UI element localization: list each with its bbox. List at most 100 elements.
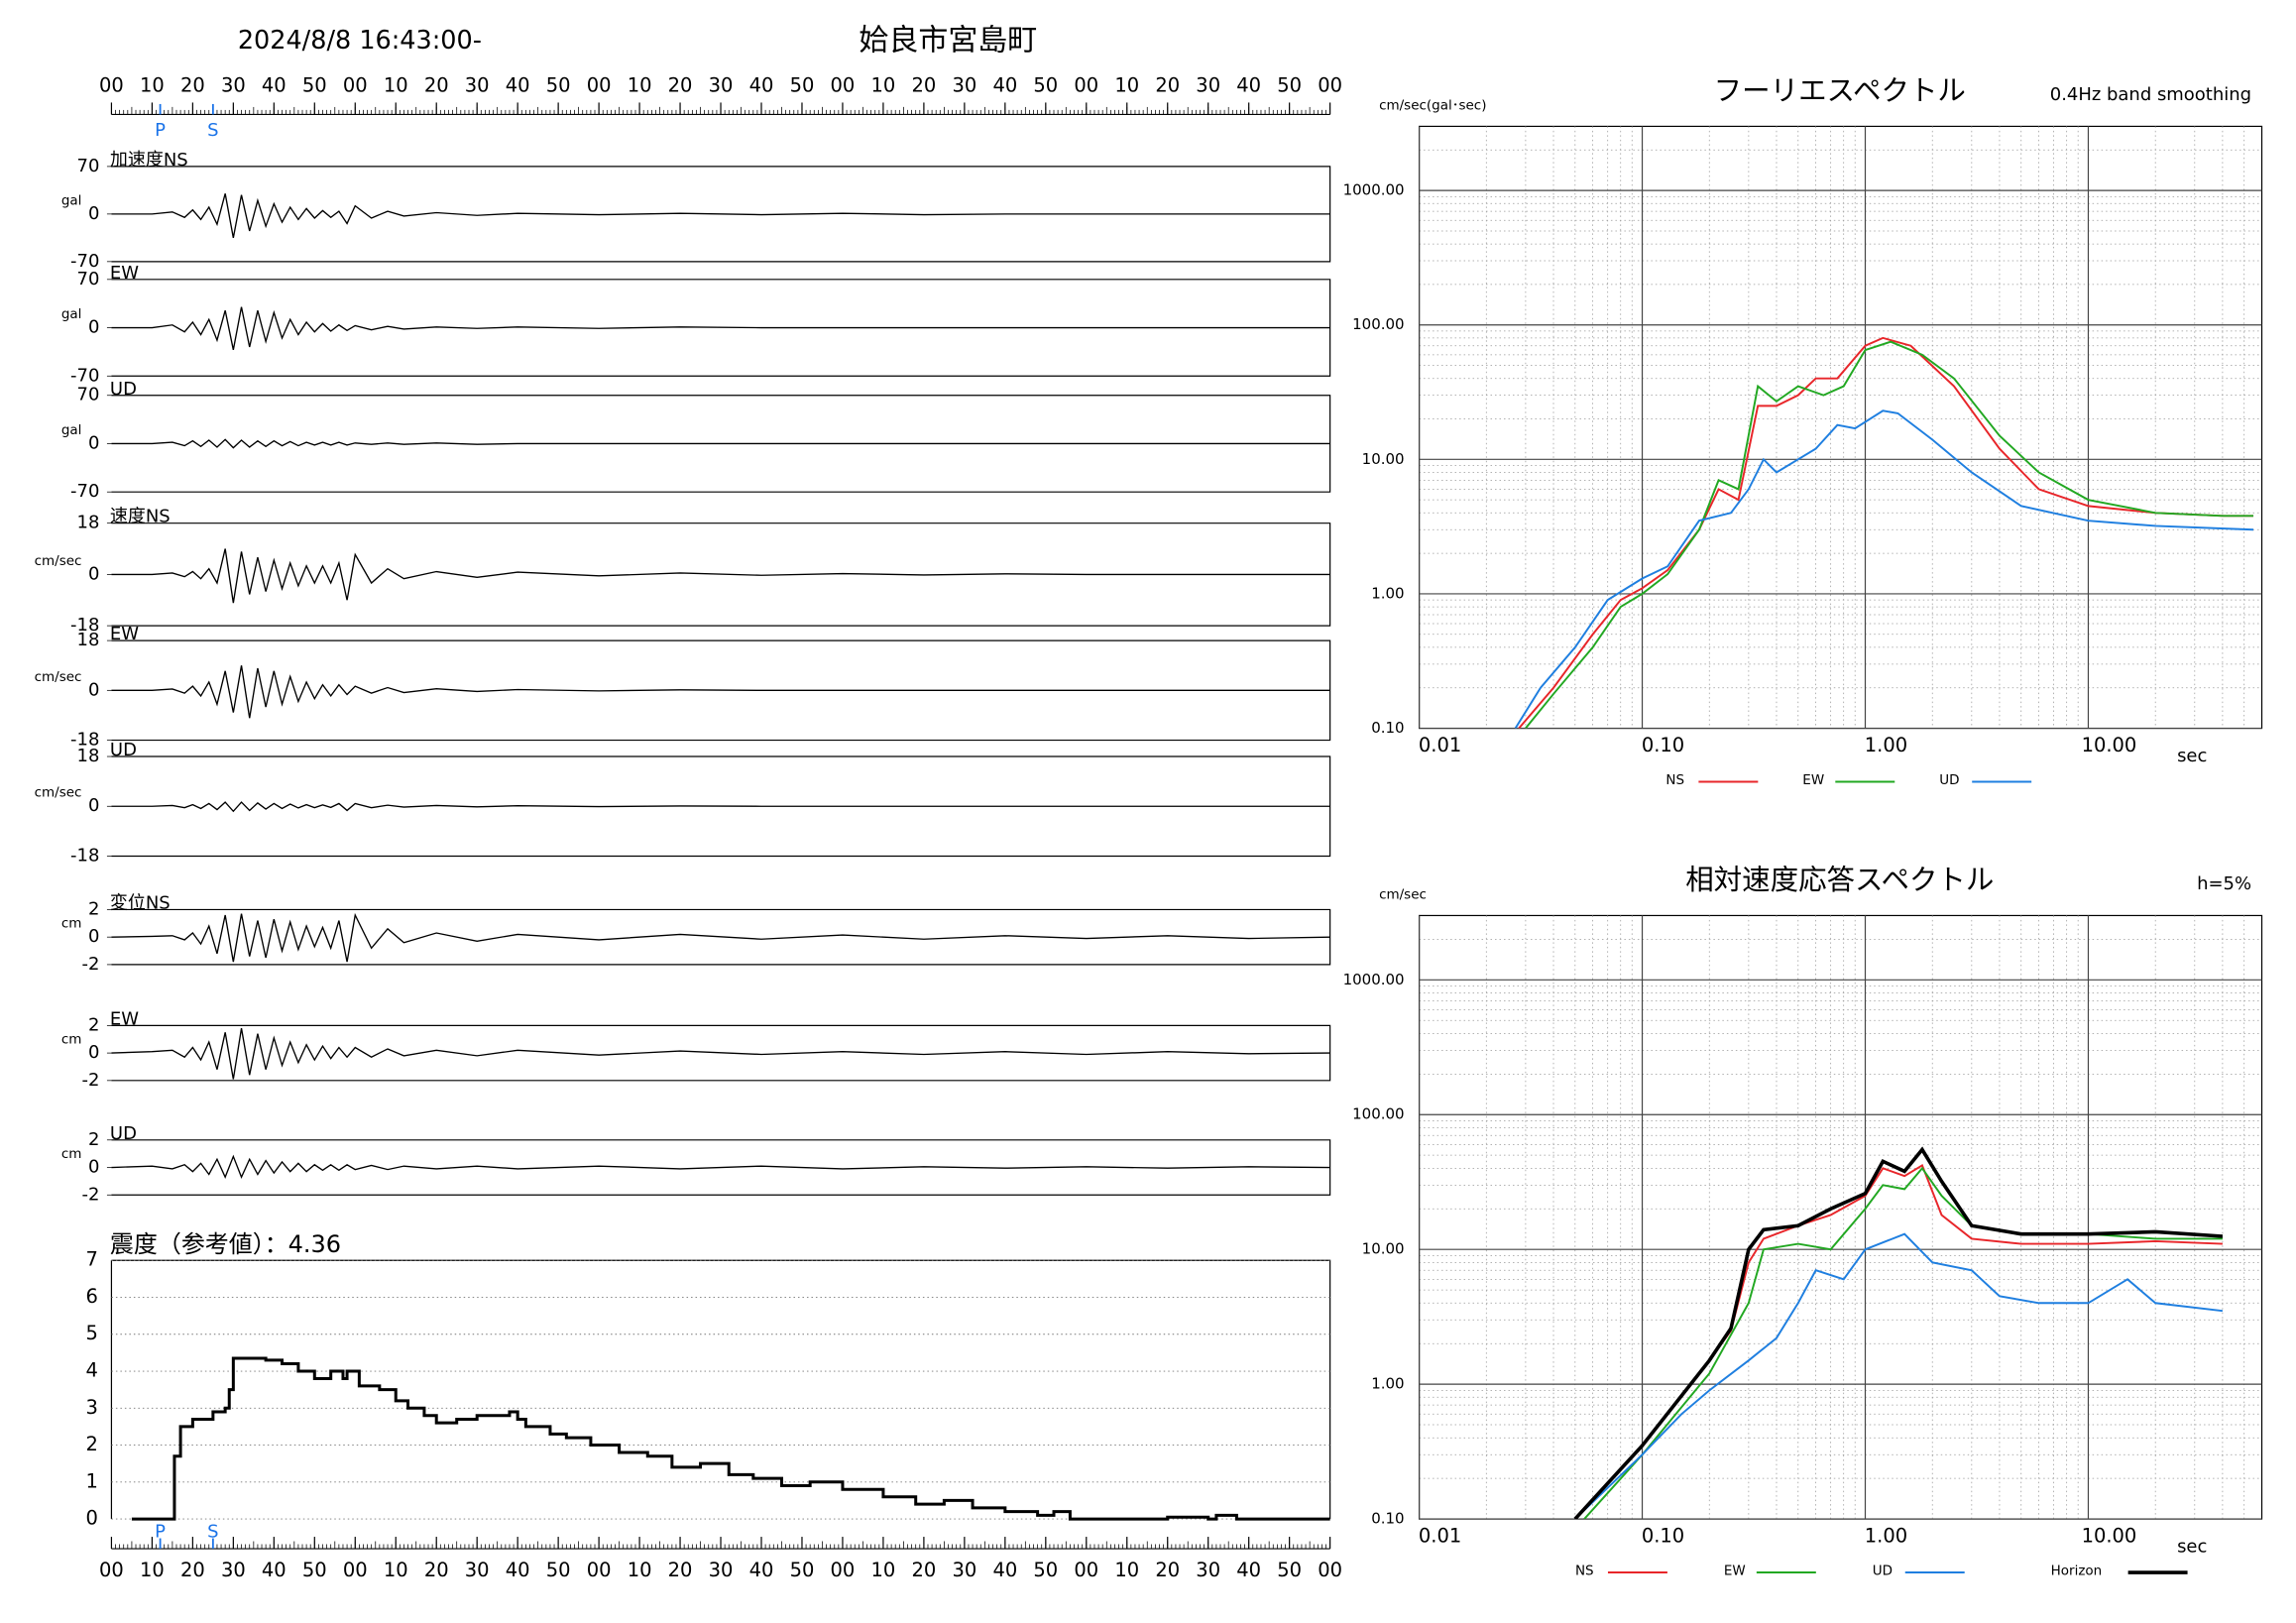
chart-subtitle: h=5% [2197, 873, 2251, 894]
x-tick-label: 50 [1277, 73, 1302, 96]
x-tick-label: 50 [546, 1559, 571, 1581]
panel-title: 変位NS [110, 892, 171, 913]
y-tick-label: 0 [88, 432, 99, 453]
panel-title: 加速度NS [110, 150, 188, 171]
y-tick-label: 2 [88, 898, 99, 919]
x-tick-label: 10 [384, 73, 408, 96]
x-axis-label: sec [2177, 1537, 2207, 1558]
x-tick-label: 00 [343, 73, 368, 96]
chart-title: フーリエスペクトル [1714, 74, 1966, 107]
x-tick-label: 30 [1196, 73, 1220, 96]
plot-area [1514, 336, 2254, 729]
y-tick-label: 1 [86, 1469, 98, 1492]
panel-title: EW [110, 263, 139, 284]
y-tick-label: 1.00 [1371, 1375, 1404, 1393]
x-tick-label: 00 [831, 73, 856, 96]
y-tick-label: 70 [77, 269, 100, 290]
chart-title: 相対速度応答スペクトル [1685, 864, 1994, 896]
x-tick-label: 20 [1155, 73, 1180, 96]
y-tick-label: 18 [77, 746, 100, 766]
x-tick-label: 40 [262, 1559, 287, 1581]
y-tick-label: 100.00 [1352, 315, 1404, 333]
y-tick-label: 1000.00 [1343, 971, 1405, 988]
x-tick-label: 40 [1236, 73, 1261, 96]
x-tick-label: 10.00 [2082, 734, 2137, 756]
x-tick-label: 10 [1114, 1559, 1139, 1581]
x-tick-label: 30 [709, 1559, 734, 1581]
x-tick-label: 00 [1074, 73, 1098, 96]
x-tick-label: 00 [99, 73, 124, 96]
y-tick-label: -18 [70, 730, 99, 751]
x-tick-label: 10 [871, 73, 896, 96]
y-tick-label: 10.00 [1362, 1240, 1405, 1258]
waveform [111, 912, 1330, 963]
waveform [111, 306, 1330, 350]
y-tick-label: 0 [88, 795, 99, 816]
x-tick-label: 00 [587, 1559, 612, 1581]
legend-label: EW [1724, 1564, 1746, 1579]
panel-title: 速度NS [110, 507, 171, 527]
x-tick-label: 40 [992, 73, 1017, 96]
waveform [111, 1028, 1330, 1080]
legend-label: EW [1802, 772, 1824, 788]
x-tick-label: 10.00 [2082, 1525, 2137, 1548]
y-tick-label: 3 [86, 1396, 98, 1419]
unit: cm [61, 1032, 82, 1048]
y-tick-label: -18 [70, 615, 99, 636]
unit: gal [61, 306, 82, 322]
y-tick-label: 70 [77, 156, 100, 176]
spectrum-line [1525, 340, 2254, 729]
y-tick-label: 0 [88, 1042, 99, 1063]
x-tick-label: 20 [912, 73, 937, 96]
x-tick-label: 40 [749, 73, 774, 96]
x-tick-label: 10 [1114, 73, 1139, 96]
x-tick-label: 00 [1074, 1559, 1098, 1581]
x-tick-label: 40 [506, 73, 530, 96]
y-tick-label: 4 [86, 1359, 98, 1382]
x-tick-label: 20 [424, 73, 449, 96]
waveform [111, 801, 1330, 813]
x-tick-label: 40 [992, 1559, 1017, 1581]
x-tick-label: 00 [343, 1559, 368, 1581]
phase-label: S [207, 1522, 218, 1543]
chart-subtitle: 0.4Hz band smoothing [2050, 84, 2251, 105]
y-tick-label: 18 [77, 513, 100, 533]
x-tick-label: 00 [587, 73, 612, 96]
x-tick-label: 30 [465, 1559, 490, 1581]
x-tick-label: 10 [871, 1559, 896, 1581]
x-tick-label: 50 [302, 1559, 327, 1581]
x-tick-label: 30 [221, 73, 246, 96]
y-tick-label: 10.00 [1362, 450, 1405, 468]
x-tick-label: 40 [1236, 1559, 1261, 1581]
x-tick-label: 1.00 [1865, 1525, 1907, 1548]
waveform [111, 1154, 1330, 1179]
x-tick-label: 10 [628, 1559, 652, 1581]
phase-label: P [155, 1522, 166, 1543]
y-tick-label: 0 [88, 679, 99, 700]
unit: cm [61, 1146, 82, 1162]
spectrum-line [1574, 1232, 2224, 1520]
x-tick-label: 20 [180, 1559, 205, 1581]
x-tick-label: 50 [1033, 73, 1058, 96]
panel-title: UD [110, 1123, 137, 1144]
x-tick-label: 1.00 [1865, 734, 1907, 756]
y-tick-label: 0 [88, 1157, 99, 1178]
x-tick-label: 0.10 [1642, 734, 1684, 756]
x-tick-label: 50 [1277, 1559, 1302, 1581]
spectrum-line [1518, 336, 2254, 729]
y-tick-label: 0 [88, 563, 99, 584]
station: 姶良市宮島町 [859, 23, 1037, 58]
x-tick-label: 30 [465, 73, 490, 96]
waveform [111, 548, 1330, 604]
legend-label: UD [1939, 772, 1959, 788]
x-tick-label: 10 [384, 1559, 408, 1581]
y-tick-label: 0.10 [1371, 719, 1404, 737]
y-axis-label: cm/sec(gal･sec) [1379, 97, 1486, 113]
x-tick-label: 30 [1196, 1559, 1220, 1581]
datetime: 2024/8/8 16:43:00- [238, 26, 482, 56]
y-tick-label: -2 [82, 1070, 100, 1091]
x-tick-label: 50 [790, 73, 815, 96]
spectrum-line [1573, 1146, 2224, 1520]
